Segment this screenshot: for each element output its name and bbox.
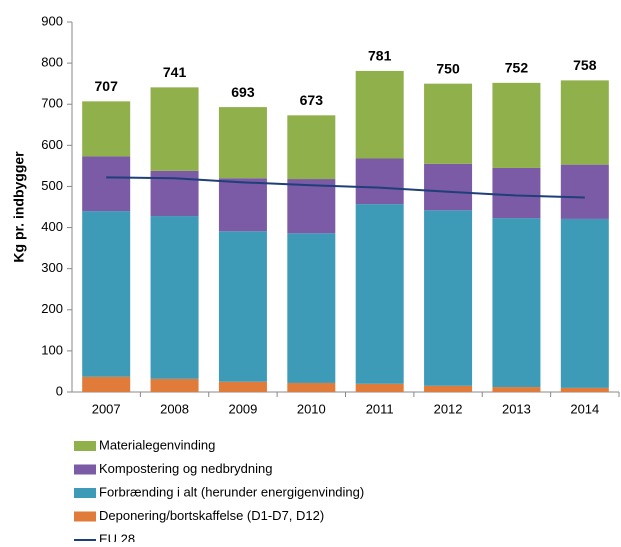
y-tick-label: 900 (41, 13, 63, 28)
legend-label: Kompostering og nedbrydning (99, 461, 272, 476)
bar-segment (355, 204, 404, 384)
bar-segment (492, 387, 541, 392)
bar-segment (424, 163, 473, 211)
bar-segment (82, 156, 131, 212)
bar-segment (218, 231, 267, 382)
bar-segment (492, 218, 541, 388)
bar-segment (492, 82, 541, 168)
bar-segment (218, 107, 267, 179)
bar-segment (355, 70, 404, 159)
legend-label: Deponering/bortskaffelse (D1-D7, D12) (99, 508, 324, 523)
bar-segment (150, 216, 199, 379)
x-tick-label: 2014 (570, 401, 599, 416)
legend-swatch (74, 441, 96, 451)
x-tick-label: 2013 (502, 401, 531, 416)
total-label: 758 (573, 57, 597, 73)
bar-segment (424, 210, 473, 386)
total-label: 693 (231, 84, 255, 100)
bar-segment (424, 385, 473, 392)
x-tick-label: 2010 (297, 401, 326, 416)
legend-label: Materialegenvinding (99, 437, 215, 452)
bar-segment (355, 383, 404, 392)
total-label: 781 (368, 48, 392, 64)
bar-segment (287, 233, 336, 383)
total-label: 750 (436, 60, 460, 76)
y-tick-label: 300 (41, 260, 63, 275)
line-series (106, 176, 585, 199)
y-tick-label: 600 (41, 137, 63, 152)
bar-segment (218, 178, 267, 232)
x-tick-label: 2007 (92, 401, 121, 416)
y-tick-label: 500 (41, 178, 63, 193)
bar-segment (560, 218, 609, 388)
legend-label: EU 28 (99, 531, 135, 542)
bar-segment (218, 381, 267, 392)
y-tick-label: 800 (41, 55, 63, 70)
bar-segment (287, 382, 336, 392)
total-label: 741 (163, 64, 187, 80)
y-axis-label: Kg pr. indbygger (11, 151, 27, 263)
bar-segment (82, 211, 131, 377)
bar-segment (287, 115, 336, 180)
bar-segment (560, 80, 609, 165)
y-tick-label: 400 (41, 219, 63, 234)
bar-segment (492, 167, 541, 219)
bar-segment (82, 101, 131, 157)
bar-segment (560, 387, 609, 392)
legend-swatch (74, 488, 96, 498)
bar-segment (424, 83, 473, 164)
y-tick-label: 700 (41, 96, 63, 111)
x-tick-label: 2009 (228, 401, 257, 416)
total-label: 707 (95, 78, 119, 94)
total-label: 752 (505, 60, 529, 76)
bar-segment (150, 378, 199, 392)
y-tick-label: 0 (56, 383, 63, 398)
bar-segment (82, 376, 131, 392)
legend-swatch (74, 464, 96, 475)
total-label: 673 (300, 92, 324, 108)
bar-segment (150, 87, 199, 171)
y-tick-label: 100 (41, 342, 63, 357)
x-tick-label: 2008 (160, 401, 189, 416)
legend-swatch (74, 511, 96, 522)
y-tick-label: 200 (41, 301, 63, 316)
bar-segment (355, 158, 404, 205)
bar-segment (287, 179, 336, 234)
legend-label: Forbrænding i alt (herunder energigenvin… (99, 484, 364, 499)
bar-segment (560, 164, 609, 219)
x-tick-label: 2011 (366, 401, 394, 416)
x-tick-label: 2012 (434, 401, 463, 416)
